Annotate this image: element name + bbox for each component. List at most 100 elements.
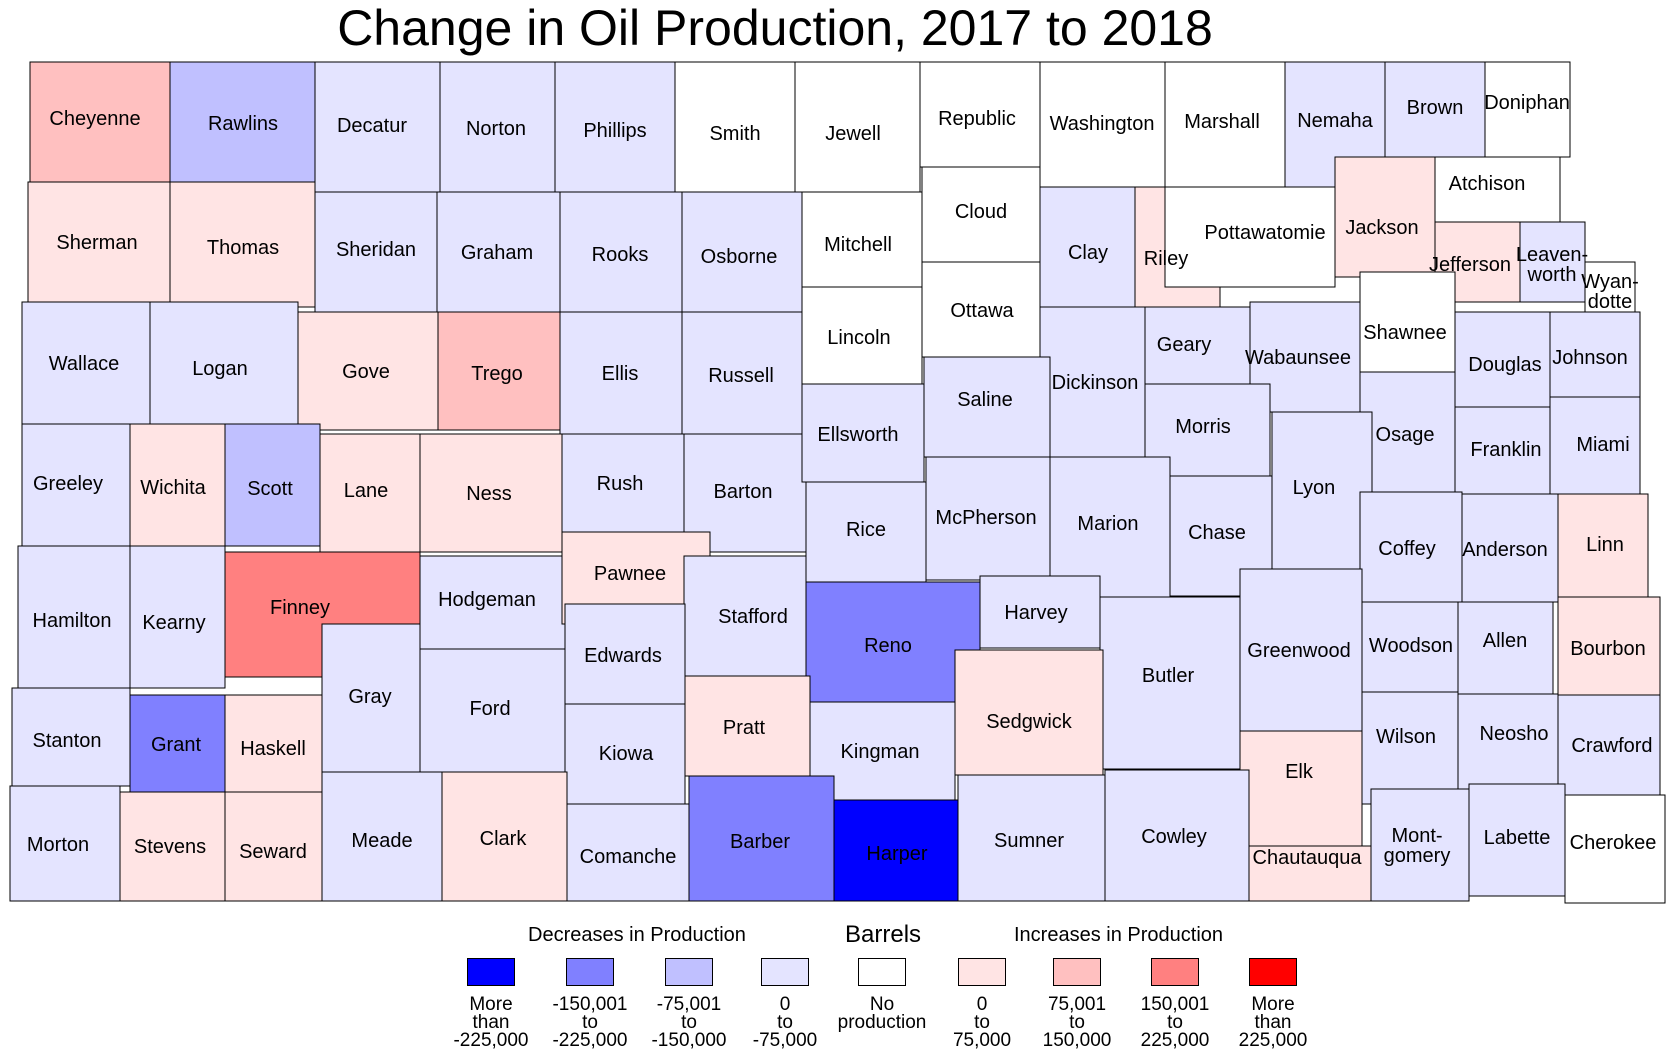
legend-label-line: to bbox=[1167, 1012, 1183, 1033]
county-label-jewell: Jewell bbox=[825, 123, 881, 145]
legend-label-d1: 0 to -75,000 bbox=[725, 995, 845, 1050]
county-label-woodson: Woodson bbox=[1369, 635, 1453, 657]
county-sumner bbox=[957, 774, 1106, 902]
county-hodgeman bbox=[419, 555, 566, 652]
county-label-kiowa: Kiowa bbox=[599, 743, 654, 765]
county-wilson bbox=[1361, 691, 1459, 805]
county-label-gray: Gray bbox=[348, 686, 391, 708]
county-label-bourbon: Bourbon bbox=[1570, 638, 1646, 660]
county-stafford bbox=[683, 555, 807, 679]
county-label-kingman: Kingman bbox=[841, 741, 920, 763]
county-label-cowley: Cowley bbox=[1141, 826, 1207, 848]
legend-label-line: to bbox=[974, 1012, 990, 1033]
county-ellsworth bbox=[801, 383, 925, 483]
county-norton bbox=[439, 61, 556, 193]
county-harvey bbox=[979, 575, 1101, 649]
county-saline bbox=[923, 356, 1051, 458]
county-label-johnson: Johnson bbox=[1552, 347, 1628, 369]
county-label-stevens: Stevens bbox=[134, 836, 206, 858]
county-label-republic: Republic bbox=[938, 108, 1016, 130]
legend-label-line: 0 bbox=[976, 994, 988, 1015]
county-montgomery bbox=[1370, 788, 1470, 902]
legend-label-i1: 0 to 75,000 bbox=[922, 994, 1042, 1050]
legend-label-line: No bbox=[869, 994, 895, 1015]
legend-label-line: -150,000 bbox=[651, 1030, 727, 1051]
county-marion bbox=[1049, 456, 1171, 598]
county-label-rush: Rush bbox=[597, 473, 644, 495]
county-harper bbox=[833, 799, 959, 902]
county-label-wilson: Wilson bbox=[1376, 726, 1436, 748]
county-rooks bbox=[559, 191, 683, 313]
county-label-jefferson: Jefferson bbox=[1429, 254, 1511, 276]
county-gray bbox=[321, 623, 421, 773]
county-label-barber: Barber bbox=[730, 831, 790, 853]
county-greeley bbox=[21, 423, 131, 547]
county-label-douglas: Douglas bbox=[1468, 354, 1541, 376]
county-label-morton: Morton bbox=[27, 834, 89, 856]
county-label-sumner: Sumner bbox=[994, 830, 1064, 852]
legend-label-i4: More than 225,000 bbox=[1213, 995, 1333, 1050]
county-label-montgomery: Mont-gomery bbox=[1384, 825, 1451, 867]
county-thomas bbox=[169, 181, 316, 308]
legend-label-line: to bbox=[777, 1012, 793, 1033]
county-pottawatomie bbox=[1164, 186, 1336, 288]
county-label-franklin: Franklin bbox=[1470, 439, 1541, 461]
legend-decrease-heading: Decreases in Production bbox=[528, 924, 746, 946]
county-label-chautauqua: Chautauqua bbox=[1253, 847, 1363, 869]
county-label-riley: Riley bbox=[1144, 248, 1188, 270]
county-label-sheridan: Sheridan bbox=[336, 239, 416, 261]
county-label-geary: Geary bbox=[1157, 334, 1211, 356]
county-label-dickinson: Dickinson bbox=[1052, 372, 1139, 394]
county-label-osage: Osage bbox=[1376, 424, 1435, 446]
county-label-nemaha: Nemaha bbox=[1297, 110, 1373, 132]
county-label-layer: Cheyenne Rawlins Decatur Norton Phillips Smit… bbox=[27, 92, 1656, 869]
county-ford bbox=[419, 648, 566, 773]
county-label-ottawa: Ottawa bbox=[950, 300, 1014, 322]
county-ellis bbox=[559, 311, 683, 435]
county-label-norton: Norton bbox=[466, 118, 526, 140]
county-label-rawlins: Rawlins bbox=[208, 113, 278, 135]
county-label-rice: Rice bbox=[846, 519, 886, 541]
county-label-greenwood: Greenwood bbox=[1247, 640, 1350, 662]
county-label-cheyenne: Cheyenne bbox=[49, 108, 140, 130]
legend-label-np: No production bbox=[822, 994, 942, 1032]
county-label-harvey: Harvey bbox=[1004, 602, 1067, 624]
legend-swatch-d3 bbox=[566, 958, 614, 986]
county-label-sherman: Sherman bbox=[56, 232, 137, 254]
county-anderson bbox=[1461, 493, 1559, 603]
county-miami bbox=[1549, 396, 1641, 495]
county-wyandotte bbox=[1584, 261, 1636, 313]
county-mcpherson bbox=[925, 456, 1051, 581]
county-label-marion: Marion bbox=[1077, 513, 1138, 535]
county-lincoln bbox=[801, 286, 923, 385]
legend-label-d3: -150,001 to -225,000 bbox=[530, 995, 650, 1050]
county-label-coffey: Coffey bbox=[1378, 538, 1435, 560]
county-label-leavenworth: Leaven-worth bbox=[1516, 244, 1588, 286]
county-jewell bbox=[794, 61, 921, 193]
county-jackson bbox=[1334, 156, 1436, 278]
county-douglas bbox=[1454, 311, 1551, 408]
county-label-linn: Linn bbox=[1586, 534, 1624, 556]
legend-label-line: More bbox=[469, 994, 513, 1015]
county-ness bbox=[419, 433, 563, 553]
county-graham bbox=[436, 191, 561, 313]
county-crawford bbox=[1557, 694, 1661, 796]
county-label-clark: Clark bbox=[480, 828, 528, 850]
county-label-wabaunsee: Wabaunsee bbox=[1245, 347, 1351, 369]
county-label-wyandotte: Wyan-dotte bbox=[1581, 271, 1639, 313]
county-label-phillips: Phillips bbox=[583, 120, 646, 142]
county-decatur bbox=[314, 61, 441, 193]
county-label-seward: Seward bbox=[239, 841, 307, 863]
county-label-allen: Allen bbox=[1483, 630, 1527, 652]
county-grant bbox=[129, 694, 226, 793]
legend-swatch-d2 bbox=[665, 958, 713, 986]
county-label-grant: Grant bbox=[151, 734, 201, 756]
county-label-wichita: Wichita bbox=[140, 477, 206, 499]
county-lane bbox=[319, 433, 421, 553]
legend-swatch-i2 bbox=[1053, 958, 1101, 986]
county-label-clay: Clay bbox=[1068, 242, 1108, 264]
county-haskell bbox=[224, 694, 323, 793]
county-linn bbox=[1557, 493, 1649, 605]
county-cheyenne bbox=[29, 61, 171, 183]
